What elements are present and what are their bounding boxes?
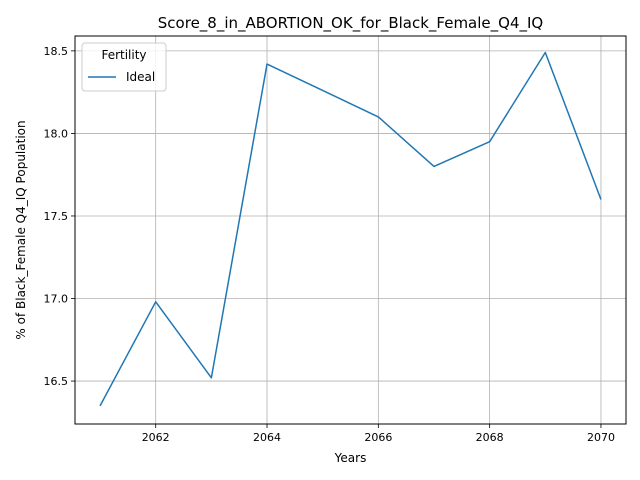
- series-line-ideal: [99, 51, 602, 407]
- chart-title: Score_8_in_ABORTION_OK_for_Black_Female_…: [158, 14, 543, 33]
- x-tick-label: 2068: [476, 431, 504, 444]
- legend-title: Fertility: [101, 48, 146, 62]
- legend-label-ideal: Ideal: [126, 70, 155, 84]
- grid: [75, 36, 626, 424]
- y-tick-label: 17.5: [44, 210, 69, 223]
- y-tick-label: 18.5: [44, 45, 69, 58]
- y-axis-label: % of Black_Female Q4_IQ Population: [14, 120, 28, 339]
- x-tick-label: 2062: [142, 431, 170, 444]
- x-tick-label: 2064: [253, 431, 281, 444]
- y-tick-label: 18.0: [44, 127, 69, 140]
- legend-box: [81, 42, 167, 92]
- x-tick-label: 2066: [364, 431, 392, 444]
- x-tick-label: 2070: [587, 431, 615, 444]
- plot-area-frame: [74, 35, 627, 425]
- y-tick-label: 17.0: [44, 293, 69, 306]
- y-tick-label: 16.5: [44, 375, 69, 388]
- series-lines: [99, 51, 602, 407]
- axis-ticks: 2062 2064 2066 2068 2070 16.5 17.0 17.5 18.0 18.5: [44, 45, 615, 444]
- x-axis-label: Years: [334, 451, 367, 465]
- legend: Fertility Ideal: [81, 42, 167, 92]
